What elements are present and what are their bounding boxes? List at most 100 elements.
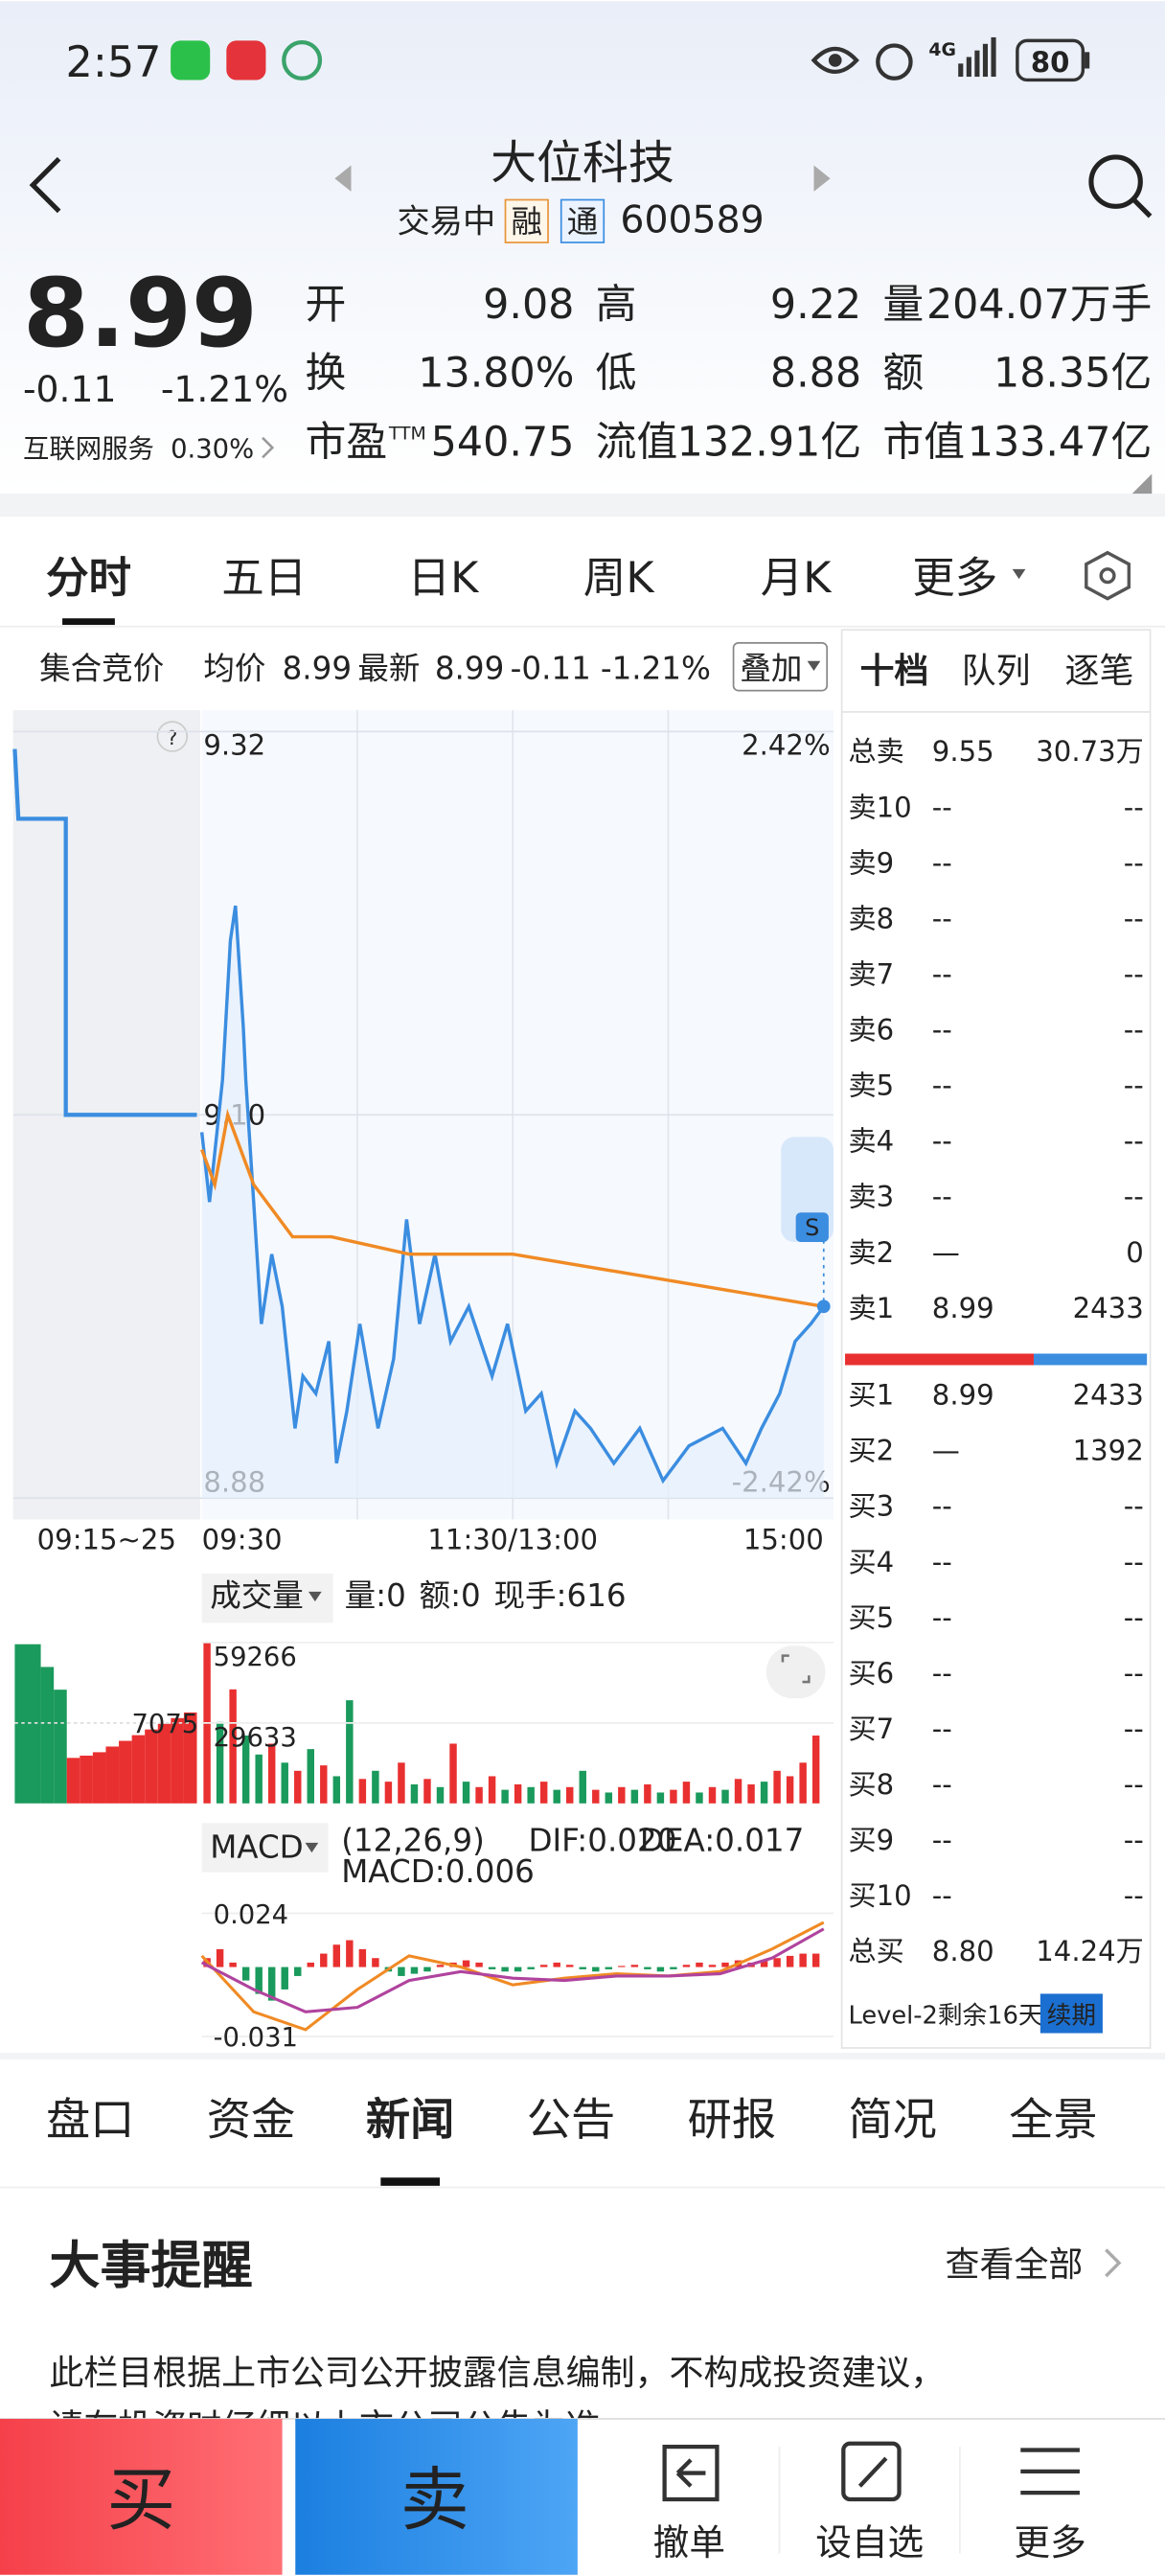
action-label[interactable]: 更多 bbox=[1014, 2521, 1085, 2564]
chart-tab[interactable]: 月K bbox=[761, 554, 834, 603]
volume-bar bbox=[644, 1783, 651, 1804]
section-tab[interactable]: 简况 bbox=[848, 2094, 936, 2146]
auction-line bbox=[12, 748, 197, 1117]
events-more[interactable]: 查看全部 bbox=[946, 2245, 1084, 2285]
book-label: 卖3 bbox=[848, 1181, 894, 1213]
renew-label: 续期 bbox=[1047, 2001, 1096, 2030]
auction-volume-bar bbox=[27, 1644, 41, 1804]
book-price: -- bbox=[932, 1181, 952, 1213]
readout-label: 额: bbox=[420, 1577, 462, 1614]
volume-bar bbox=[773, 1770, 781, 1804]
section-tab[interactable]: 盘口 bbox=[46, 2094, 134, 2146]
stat-label-sup: TTM bbox=[388, 425, 426, 445]
chart-tab[interactable]: 更多 bbox=[912, 554, 997, 603]
renew-button[interactable] bbox=[1039, 1993, 1103, 2034]
prev-stock[interactable] bbox=[334, 165, 352, 192]
book-volume: -- bbox=[1124, 902, 1144, 934]
battery-level: 80 bbox=[1031, 46, 1070, 79]
book-price: -- bbox=[932, 957, 952, 990]
macd-bar bbox=[773, 1958, 781, 1967]
watch-icon-pen bbox=[857, 2456, 888, 2488]
settings-button[interactable] bbox=[1085, 550, 1131, 601]
volume-bar bbox=[786, 1776, 794, 1804]
section-tab[interactable]: 研报 bbox=[688, 2094, 776, 2146]
stat-label: 开 bbox=[306, 281, 347, 329]
volume-bar bbox=[799, 1762, 807, 1804]
macd-bar bbox=[423, 1966, 431, 1972]
macd-bar bbox=[721, 1962, 729, 1967]
section-tab[interactable]: 全景 bbox=[1009, 2094, 1097, 2146]
volume-selector[interactable] bbox=[201, 1574, 333, 1623]
book-tab[interactable]: 队列 bbox=[962, 652, 1031, 691]
stat-label: 市值 bbox=[882, 419, 965, 467]
last-label: 最新 bbox=[357, 651, 420, 687]
macd-bar bbox=[475, 1962, 483, 1967]
book-tab[interactable]: 十档 bbox=[859, 652, 928, 691]
expand-icon bbox=[781, 1654, 811, 1684]
y-tick-label: -0.031 bbox=[214, 2023, 298, 2053]
volume-bar bbox=[294, 1770, 302, 1804]
more-icon bbox=[1020, 2448, 1080, 2496]
volume-bar bbox=[307, 1749, 314, 1804]
chart-tab[interactable]: 日K bbox=[408, 554, 481, 603]
section-tab[interactable]: 新闻 bbox=[366, 2094, 454, 2146]
expand-button[interactable] bbox=[765, 1645, 826, 1699]
macd-bar bbox=[799, 1953, 807, 1967]
chart-tab[interactable]: 五日 bbox=[221, 554, 307, 603]
sell-button[interactable] bbox=[295, 2419, 578, 2575]
book-volume: 14.24万 bbox=[1036, 1935, 1143, 1967]
action-label[interactable]: 撤单 bbox=[653, 2521, 725, 2564]
chart-tab[interactable]: 分时 bbox=[46, 554, 131, 603]
book-label: 卖4 bbox=[848, 1125, 894, 1158]
book-volume: -- bbox=[1124, 1125, 1144, 1158]
overlay-button[interactable] bbox=[732, 642, 829, 692]
last-change: -0.11 bbox=[511, 651, 591, 687]
macd-bar bbox=[514, 1966, 522, 1972]
stock-name: 大位科技 bbox=[491, 136, 674, 190]
auction-volume-bar bbox=[183, 1712, 197, 1804]
macd-params: (12,26,9) bbox=[341, 1822, 485, 1858]
x-tick-label: 09:30 bbox=[202, 1523, 283, 1555]
book-tab[interactable]: 逐笔 bbox=[1065, 652, 1134, 691]
volume-bar bbox=[398, 1762, 405, 1804]
volume-bar bbox=[358, 1779, 367, 1804]
volume-bar bbox=[462, 1782, 470, 1804]
chart-tab[interactable]: 周K bbox=[583, 554, 656, 603]
next-stock[interactable] bbox=[813, 165, 831, 192]
volume-bar bbox=[501, 1789, 509, 1804]
macd-bar bbox=[358, 1948, 367, 1967]
signal-icon bbox=[958, 36, 996, 78]
auction-volume-bar bbox=[80, 1755, 93, 1804]
events-title: 大事提醒 bbox=[49, 2236, 252, 2295]
volume-bar bbox=[241, 1735, 250, 1804]
book-volume: -- bbox=[1124, 1768, 1144, 1801]
macd-bar bbox=[346, 1940, 354, 1967]
macd-bar bbox=[656, 1966, 665, 1972]
stat-value: 9.22 bbox=[770, 281, 861, 329]
stat-label: 换 bbox=[306, 350, 347, 398]
back-button[interactable] bbox=[29, 156, 61, 214]
search-button[interactable] bbox=[1088, 154, 1143, 209]
section-tab[interactable]: 资金 bbox=[207, 2094, 295, 2146]
help-icon[interactable] bbox=[156, 721, 189, 752]
section-tab[interactable]: 公告 bbox=[527, 2094, 615, 2146]
panel-label[interactable]: MACD bbox=[210, 1828, 304, 1865]
header-background bbox=[0, 1, 1165, 494]
volume-bar bbox=[553, 1789, 560, 1804]
avg-line bbox=[200, 1108, 825, 1309]
readout-label: 量: bbox=[345, 1577, 387, 1614]
macd-selector[interactable] bbox=[201, 1823, 329, 1873]
book-price: -- bbox=[932, 791, 952, 823]
macd-bar bbox=[462, 1960, 470, 1967]
price-change: -0.11 bbox=[23, 368, 116, 410]
panel-label[interactable]: 成交量 bbox=[210, 1577, 304, 1614]
sector-name[interactable]: 互联网服务 bbox=[23, 434, 154, 464]
stat-value: 9.08 bbox=[483, 281, 574, 329]
readout-value: 616 bbox=[567, 1577, 627, 1614]
buy-button[interactable] bbox=[0, 2419, 283, 2575]
auction-volume-bar bbox=[105, 1746, 120, 1804]
macd-bar bbox=[436, 1965, 445, 1967]
action-label[interactable]: 设自选 bbox=[815, 2521, 924, 2564]
section-tabs: 盘口 资金 新闻 公告 研报 简况 全景 bbox=[46, 2094, 1098, 2186]
macd-bar bbox=[566, 1965, 574, 1967]
